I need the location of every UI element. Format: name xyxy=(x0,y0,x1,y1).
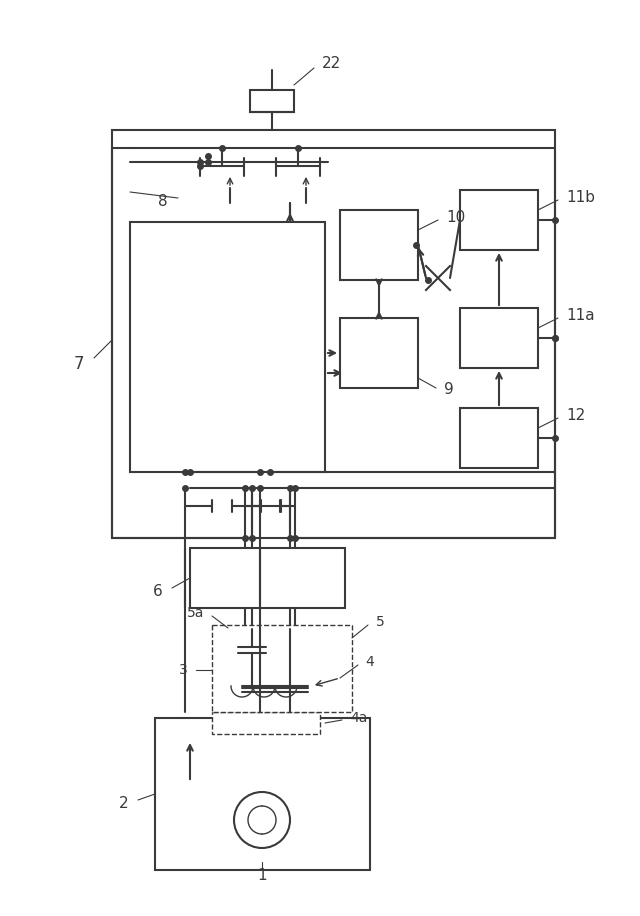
Text: 5: 5 xyxy=(376,615,385,629)
Text: 12: 12 xyxy=(566,409,585,423)
Text: 1: 1 xyxy=(257,867,267,882)
Bar xyxy=(250,90,294,112)
Text: 9: 9 xyxy=(444,383,454,398)
Bar xyxy=(212,625,352,712)
Text: 11b: 11b xyxy=(566,191,595,205)
Bar xyxy=(130,222,325,472)
Bar xyxy=(212,712,320,734)
Bar xyxy=(155,718,370,870)
Text: 2: 2 xyxy=(118,795,128,811)
Text: 22: 22 xyxy=(322,57,341,71)
Bar xyxy=(340,210,418,280)
Text: 3: 3 xyxy=(179,663,188,677)
Text: 4a: 4a xyxy=(350,711,367,725)
Text: 10: 10 xyxy=(446,211,465,225)
Text: 11a: 11a xyxy=(566,309,595,323)
Text: 6: 6 xyxy=(153,584,163,599)
Bar xyxy=(340,318,418,388)
Bar xyxy=(460,408,538,468)
Text: 5a: 5a xyxy=(187,606,204,620)
Text: 8: 8 xyxy=(158,194,168,210)
Bar xyxy=(460,190,538,250)
Text: 7: 7 xyxy=(74,355,84,373)
Bar xyxy=(460,308,538,368)
Text: 4: 4 xyxy=(365,655,374,669)
Bar xyxy=(112,130,555,538)
Bar xyxy=(190,548,345,608)
